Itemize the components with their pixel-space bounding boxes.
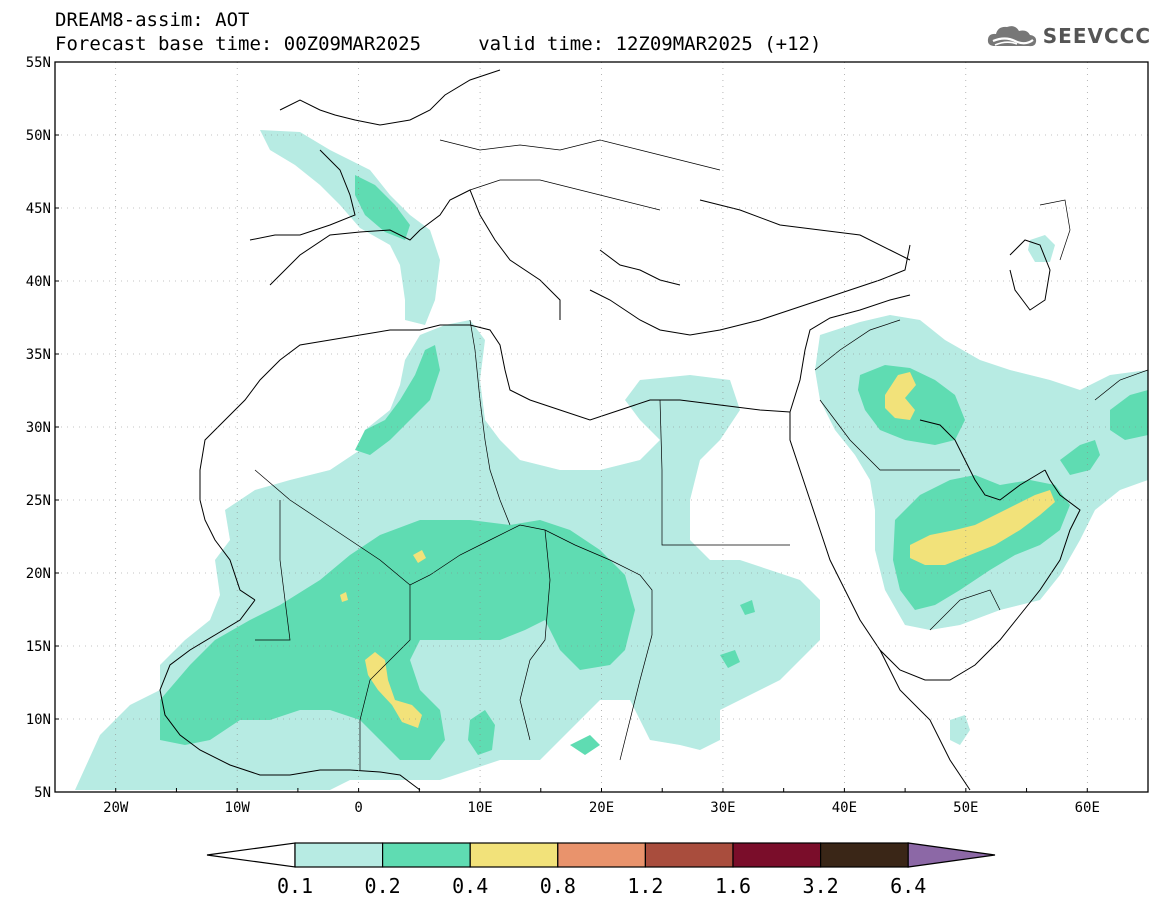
colorbar-segment (382, 842, 471, 868)
lat-label: 25N (26, 493, 51, 509)
logo-text: SEEVCCC (1042, 24, 1151, 48)
lat-label: 20N (26, 566, 51, 582)
lat-label: 15N (26, 639, 51, 655)
lat-label: 10N (26, 712, 51, 728)
colorbar-segment (557, 842, 646, 868)
colorbar-label: 1.6 (715, 874, 751, 898)
lon-label: 0 (354, 800, 362, 816)
colorbar-label: 1.2 (627, 874, 663, 898)
lon-label: 40E (832, 800, 857, 816)
colorbar-segment (732, 842, 822, 868)
colorbar-upper-arrow (907, 842, 996, 868)
lon-label: 20E (589, 800, 614, 816)
lat-label: 5N (34, 785, 51, 801)
lon-label: 10W (225, 800, 251, 816)
lat-label: 35N (26, 347, 51, 363)
coastline-layer (159, 69, 1081, 791)
lon-label: 50E (953, 800, 978, 816)
lat-label: 45N (26, 201, 51, 217)
map-title: DREAM8-assim: AOT (55, 9, 250, 31)
lat-label: 40N (26, 274, 51, 290)
aot-field-layer (75, 130, 1148, 790)
colorbar-label: 3.2 (803, 874, 839, 898)
lon-label: 20W (103, 800, 129, 816)
colorbar-segment (469, 842, 559, 868)
colorbar-label: 0.2 (365, 874, 401, 898)
lon-label: 60E (1075, 800, 1100, 816)
colorbar-label: 0.1 (277, 874, 313, 898)
lat-label: 30N (26, 420, 51, 436)
seevccc-logo: SEEVCCC (985, 22, 1151, 50)
colorbar-segment (294, 842, 384, 868)
colorbar-label: 6.4 (890, 874, 926, 898)
colorbar-label: 0.8 (540, 874, 576, 898)
lat-label: 55N (26, 55, 51, 71)
colorbar-segment (644, 842, 734, 868)
lon-label: 10E (467, 800, 492, 816)
forecast-time-label: Forecast base time: 00Z09MAR2025 valid t… (55, 33, 822, 55)
colorbar-lower-arrow (206, 842, 296, 868)
lon-label: 30E (710, 800, 735, 816)
border-layer (254, 139, 1149, 770)
colorbar-label: 0.4 (452, 874, 488, 898)
cloud-icon (987, 26, 1036, 47)
lat-label: 50N (26, 128, 51, 144)
colorbar-segment (819, 842, 909, 868)
